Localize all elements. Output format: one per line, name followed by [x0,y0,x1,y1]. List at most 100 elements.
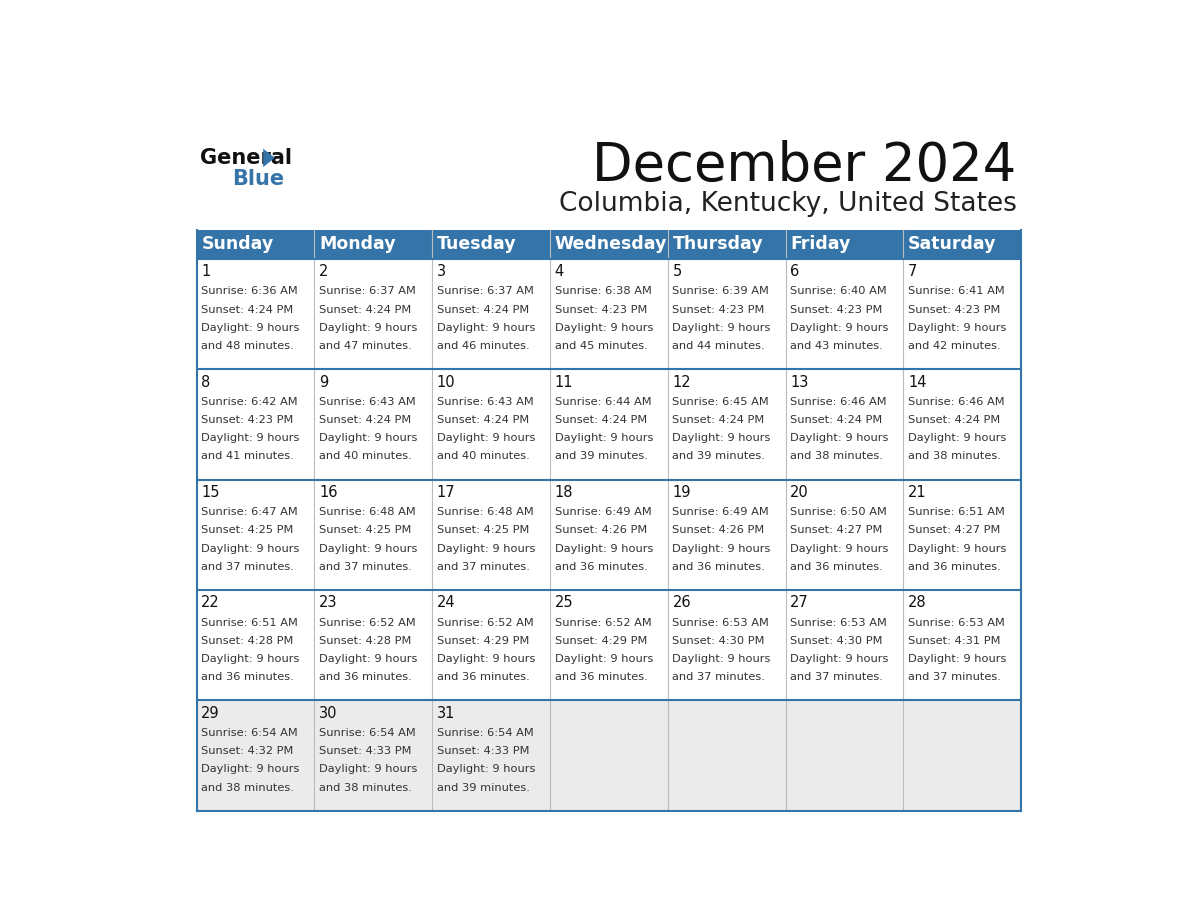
Text: Sunset: 4:23 PM: Sunset: 4:23 PM [201,415,293,425]
Text: Sunrise: 6:54 AM: Sunrise: 6:54 AM [201,728,298,738]
Text: 7: 7 [908,264,917,279]
Text: 29: 29 [201,706,220,721]
Text: and 37 minutes.: and 37 minutes. [790,672,883,682]
Text: Sunset: 4:24 PM: Sunset: 4:24 PM [790,415,883,425]
Text: Sunset: 4:33 PM: Sunset: 4:33 PM [437,746,530,756]
Text: Sunrise: 6:46 AM: Sunrise: 6:46 AM [790,397,887,407]
Text: Daylight: 9 hours: Daylight: 9 hours [908,323,1006,333]
Text: and 44 minutes.: and 44 minutes. [672,341,765,351]
Text: 1: 1 [201,264,210,279]
Text: Daylight: 9 hours: Daylight: 9 hours [437,543,536,554]
Text: and 45 minutes.: and 45 minutes. [555,341,647,351]
Text: and 37 minutes.: and 37 minutes. [672,672,765,682]
Text: Daylight: 9 hours: Daylight: 9 hours [555,543,653,554]
Text: Daylight: 9 hours: Daylight: 9 hours [437,765,536,775]
Text: Sunset: 4:23 PM: Sunset: 4:23 PM [790,305,883,315]
Text: and 36 minutes.: and 36 minutes. [320,672,412,682]
Text: Sunset: 4:24 PM: Sunset: 4:24 PM [320,305,411,315]
Text: Daylight: 9 hours: Daylight: 9 hours [672,323,771,333]
Text: and 36 minutes.: and 36 minutes. [790,562,883,572]
Text: and 39 minutes.: and 39 minutes. [555,452,647,462]
Text: and 36 minutes.: and 36 minutes. [555,672,647,682]
Text: Daylight: 9 hours: Daylight: 9 hours [790,654,889,664]
Text: Sunrise: 6:54 AM: Sunrise: 6:54 AM [320,728,416,738]
Text: Sunset: 4:25 PM: Sunset: 4:25 PM [437,525,529,535]
Text: Daylight: 9 hours: Daylight: 9 hours [790,433,889,443]
Text: 18: 18 [555,485,573,500]
Text: and 38 minutes.: and 38 minutes. [790,452,883,462]
Text: and 39 minutes.: and 39 minutes. [437,783,530,793]
Text: Sunrise: 6:48 AM: Sunrise: 6:48 AM [437,508,533,517]
Text: Sunrise: 6:37 AM: Sunrise: 6:37 AM [320,286,416,297]
Text: Daylight: 9 hours: Daylight: 9 hours [790,543,889,554]
Text: Sunset: 4:30 PM: Sunset: 4:30 PM [672,636,765,646]
Text: Daylight: 9 hours: Daylight: 9 hours [555,654,653,664]
Text: Daylight: 9 hours: Daylight: 9 hours [320,323,417,333]
Text: Tuesday: Tuesday [437,235,517,253]
Text: Sunset: 4:27 PM: Sunset: 4:27 PM [790,525,883,535]
Text: 5: 5 [672,264,682,279]
Text: 15: 15 [201,485,220,500]
Text: Daylight: 9 hours: Daylight: 9 hours [201,543,299,554]
Text: and 36 minutes.: and 36 minutes. [437,672,530,682]
Text: Sunrise: 6:46 AM: Sunrise: 6:46 AM [908,397,1005,407]
Text: Daylight: 9 hours: Daylight: 9 hours [320,654,417,664]
Bar [196,479,1022,590]
Text: Sunset: 4:28 PM: Sunset: 4:28 PM [201,636,293,646]
Text: 23: 23 [320,596,337,610]
Text: Daylight: 9 hours: Daylight: 9 hours [555,323,653,333]
Text: and 47 minutes.: and 47 minutes. [320,341,412,351]
Text: Sunrise: 6:49 AM: Sunrise: 6:49 AM [555,508,651,517]
Text: Daylight: 9 hours: Daylight: 9 hours [320,543,417,554]
Text: Sunrise: 6:51 AM: Sunrise: 6:51 AM [908,508,1005,517]
Text: Daylight: 9 hours: Daylight: 9 hours [672,543,771,554]
Bar [196,259,1022,369]
Text: 9: 9 [320,375,328,389]
Text: Sunset: 4:24 PM: Sunset: 4:24 PM [672,415,765,425]
Text: Sunrise: 6:43 AM: Sunrise: 6:43 AM [437,397,533,407]
Text: 19: 19 [672,485,691,500]
Text: 11: 11 [555,375,573,389]
Text: Sunrise: 6:42 AM: Sunrise: 6:42 AM [201,397,298,407]
Text: 14: 14 [908,375,927,389]
Text: Sunset: 4:32 PM: Sunset: 4:32 PM [201,746,293,756]
Text: Daylight: 9 hours: Daylight: 9 hours [672,433,771,443]
Text: Sunrise: 6:36 AM: Sunrise: 6:36 AM [201,286,298,297]
Text: Sunset: 4:27 PM: Sunset: 4:27 PM [908,525,1000,535]
Text: and 42 minutes.: and 42 minutes. [908,341,1000,351]
Text: Sunset: 4:25 PM: Sunset: 4:25 PM [320,525,411,535]
Text: General: General [201,148,292,168]
Text: 21: 21 [908,485,927,500]
Text: 2: 2 [320,264,328,279]
Text: and 36 minutes.: and 36 minutes. [908,562,1000,572]
Text: Sunset: 4:26 PM: Sunset: 4:26 PM [555,525,647,535]
Text: and 48 minutes.: and 48 minutes. [201,341,293,351]
Text: 22: 22 [201,596,220,610]
Text: Sunrise: 6:47 AM: Sunrise: 6:47 AM [201,508,298,517]
Text: Sunset: 4:31 PM: Sunset: 4:31 PM [908,636,1000,646]
Text: Sunset: 4:23 PM: Sunset: 4:23 PM [908,305,1000,315]
Text: Sunset: 4:29 PM: Sunset: 4:29 PM [555,636,647,646]
Text: Sunset: 4:25 PM: Sunset: 4:25 PM [201,525,293,535]
Text: Daylight: 9 hours: Daylight: 9 hours [672,654,771,664]
Text: Daylight: 9 hours: Daylight: 9 hours [320,433,417,443]
Text: Sunrise: 6:51 AM: Sunrise: 6:51 AM [201,618,298,628]
Text: Daylight: 9 hours: Daylight: 9 hours [908,433,1006,443]
Text: Sunday: Sunday [201,235,273,253]
Text: Monday: Monday [320,235,396,253]
Text: 12: 12 [672,375,691,389]
Text: Daylight: 9 hours: Daylight: 9 hours [320,765,417,775]
Text: Sunset: 4:24 PM: Sunset: 4:24 PM [320,415,411,425]
Text: Sunrise: 6:52 AM: Sunrise: 6:52 AM [320,618,416,628]
Text: Sunrise: 6:49 AM: Sunrise: 6:49 AM [672,508,769,517]
Text: Wednesday: Wednesday [555,235,666,253]
Text: and 43 minutes.: and 43 minutes. [790,341,883,351]
Bar [196,590,1022,700]
Text: 4: 4 [555,264,564,279]
Text: Daylight: 9 hours: Daylight: 9 hours [908,543,1006,554]
Text: and 37 minutes.: and 37 minutes. [320,562,412,572]
Text: Sunrise: 6:38 AM: Sunrise: 6:38 AM [555,286,651,297]
Text: Blue: Blue [232,170,284,189]
Text: and 46 minutes.: and 46 minutes. [437,341,530,351]
Text: Sunset: 4:24 PM: Sunset: 4:24 PM [437,415,529,425]
